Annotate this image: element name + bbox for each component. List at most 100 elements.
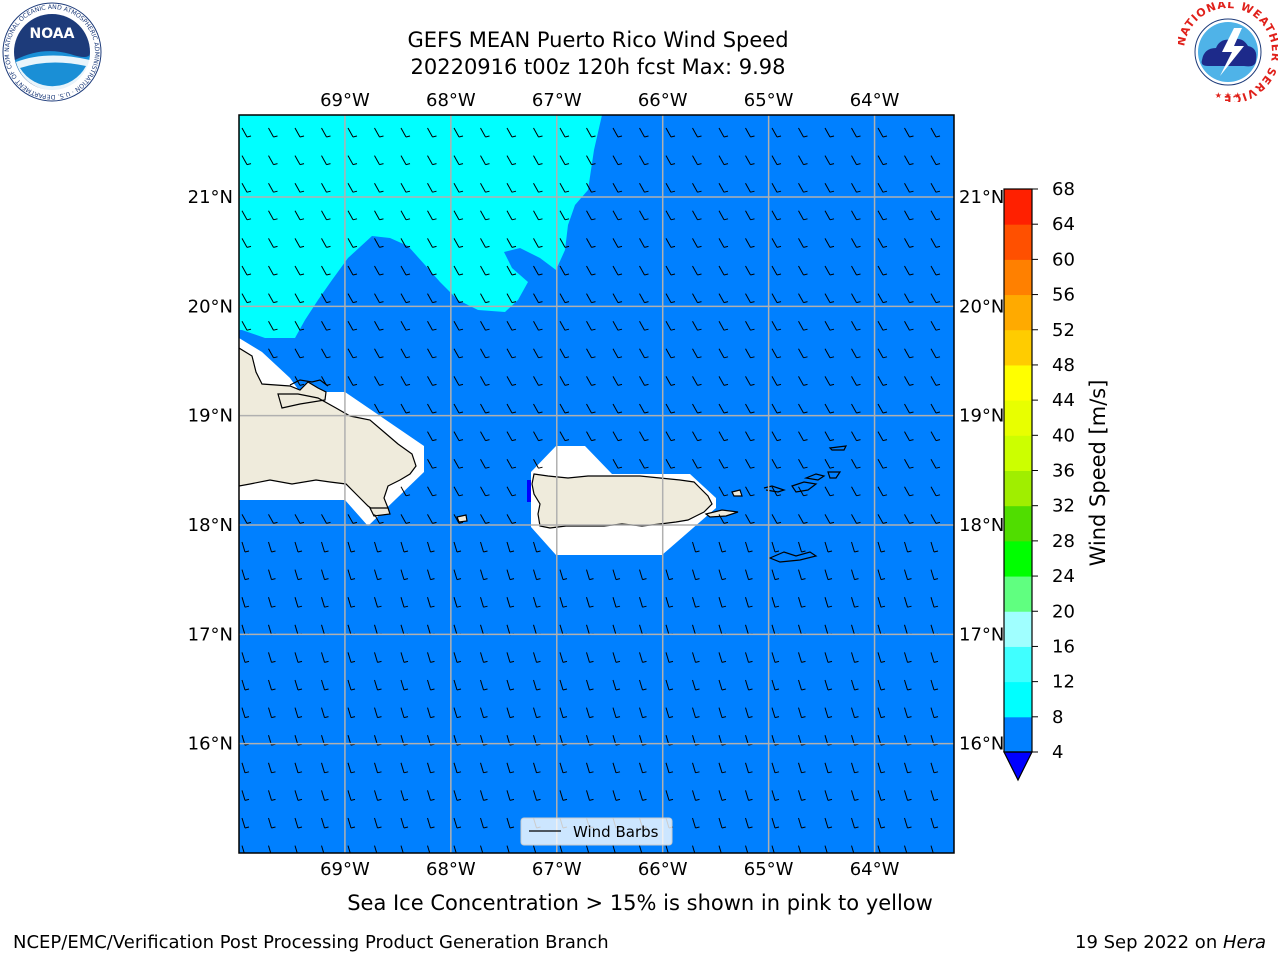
wind-barb bbox=[771, 762, 780, 774]
wind-barb bbox=[639, 403, 649, 414]
wind-barb bbox=[480, 817, 488, 829]
wind-barb bbox=[639, 431, 649, 442]
lon-label: 67°W bbox=[532, 90, 582, 111]
wind-barb bbox=[480, 597, 488, 608]
wind-barb bbox=[533, 679, 541, 691]
wind-barb bbox=[453, 707, 462, 719]
wind-barb bbox=[480, 348, 490, 359]
wind-barb bbox=[930, 845, 934, 853]
wind-barb bbox=[453, 790, 462, 801]
wind-barb bbox=[930, 376, 941, 386]
wind-barb bbox=[665, 155, 676, 166]
wind-barb bbox=[798, 652, 806, 663]
wind-barb bbox=[427, 707, 435, 719]
wind-barb bbox=[904, 790, 912, 801]
wind-barb bbox=[718, 597, 727, 608]
wind-barb bbox=[904, 182, 914, 193]
wind-barb bbox=[559, 376, 570, 386]
wind-barb bbox=[559, 790, 568, 801]
wind-barb bbox=[400, 845, 404, 853]
wind-barb bbox=[930, 679, 939, 691]
wind-barb bbox=[877, 652, 886, 663]
wind-barb bbox=[692, 597, 700, 608]
wind-barb bbox=[718, 320, 729, 331]
wind-barb bbox=[665, 182, 676, 193]
colorbar-segment bbox=[1004, 329, 1032, 366]
wind-barb bbox=[718, 541, 727, 553]
wind-barb bbox=[798, 431, 808, 442]
wind-barb bbox=[877, 790, 886, 801]
wind-barb bbox=[374, 265, 384, 276]
wind-barb bbox=[771, 127, 782, 138]
footer-date-text: 19 Sep 2022 on bbox=[1075, 932, 1223, 953]
wind-barb bbox=[824, 155, 835, 166]
wind-barb bbox=[559, 569, 568, 581]
wind-barb bbox=[692, 845, 696, 853]
wind-barb bbox=[745, 707, 753, 719]
wind-barb bbox=[559, 652, 568, 663]
wind-barb bbox=[400, 155, 411, 166]
lat-label: 16°N bbox=[959, 734, 1004, 755]
wind-barb bbox=[294, 155, 305, 166]
wind-barb bbox=[480, 293, 490, 304]
wind-barb bbox=[453, 514, 464, 524]
lat-label: 21°N bbox=[188, 187, 233, 208]
wind-barb bbox=[930, 155, 941, 166]
colorbar-tick-label: 4 bbox=[1052, 742, 1063, 763]
wind-below-4-patch bbox=[527, 480, 531, 502]
wind-barb bbox=[851, 238, 861, 248]
colorbar-tick-label: 24 bbox=[1052, 566, 1075, 587]
wind-barb bbox=[427, 486, 437, 497]
wind-barb bbox=[533, 541, 541, 553]
wind-barb bbox=[294, 320, 305, 331]
wind-barb bbox=[692, 541, 700, 553]
wind-barb bbox=[771, 569, 780, 581]
wind-barb bbox=[745, 431, 755, 442]
wind-barb bbox=[586, 265, 596, 276]
wind-barb bbox=[427, 652, 435, 663]
wind-barb bbox=[427, 265, 437, 276]
lat-labels-left: 21°N 20°N 19°N 18°N 17°N 16°N bbox=[188, 187, 233, 755]
wind-barb bbox=[665, 210, 676, 221]
wind-barb bbox=[798, 597, 806, 608]
wind-barb bbox=[241, 238, 252, 248]
wind-barb bbox=[559, 238, 570, 248]
wind-barb bbox=[851, 845, 855, 853]
wind-barb bbox=[930, 569, 939, 581]
wind-barb bbox=[718, 817, 727, 829]
wind-barb bbox=[533, 293, 543, 304]
wind-barb bbox=[480, 845, 484, 853]
wind-barb bbox=[745, 155, 755, 166]
wind-barb bbox=[718, 376, 729, 386]
wind-barb bbox=[586, 155, 596, 166]
wind-barb bbox=[824, 458, 835, 469]
wind-barb bbox=[506, 348, 517, 359]
wind-barb bbox=[453, 458, 464, 469]
wind-barb bbox=[506, 431, 517, 442]
wind-barb bbox=[851, 762, 859, 774]
wind-barb bbox=[347, 238, 358, 248]
wind-barb bbox=[268, 762, 276, 774]
wind-barb bbox=[904, 431, 914, 442]
wind-barb bbox=[930, 348, 941, 359]
wind-barb bbox=[533, 265, 543, 276]
wind-barb bbox=[294, 707, 303, 719]
wind-barb bbox=[268, 265, 278, 276]
wind-barb bbox=[559, 403, 570, 414]
wind-barb bbox=[771, 458, 782, 469]
wind-barb bbox=[824, 762, 833, 774]
wind-barb bbox=[877, 597, 886, 608]
lat-label: 19°N bbox=[188, 406, 233, 427]
wind-barb bbox=[877, 182, 888, 193]
wind-barb bbox=[904, 762, 912, 774]
wind-barb bbox=[268, 293, 278, 304]
wind-barb bbox=[294, 790, 303, 801]
wind-barb bbox=[930, 707, 939, 719]
wind-barb bbox=[798, 541, 806, 553]
wind-barb bbox=[268, 541, 276, 553]
wind-barb bbox=[692, 238, 702, 248]
colorbar-tick-label: 56 bbox=[1052, 285, 1075, 306]
wind-barb bbox=[692, 210, 702, 221]
wind-barb bbox=[904, 679, 912, 691]
land-saona-islet bbox=[369, 507, 391, 517]
